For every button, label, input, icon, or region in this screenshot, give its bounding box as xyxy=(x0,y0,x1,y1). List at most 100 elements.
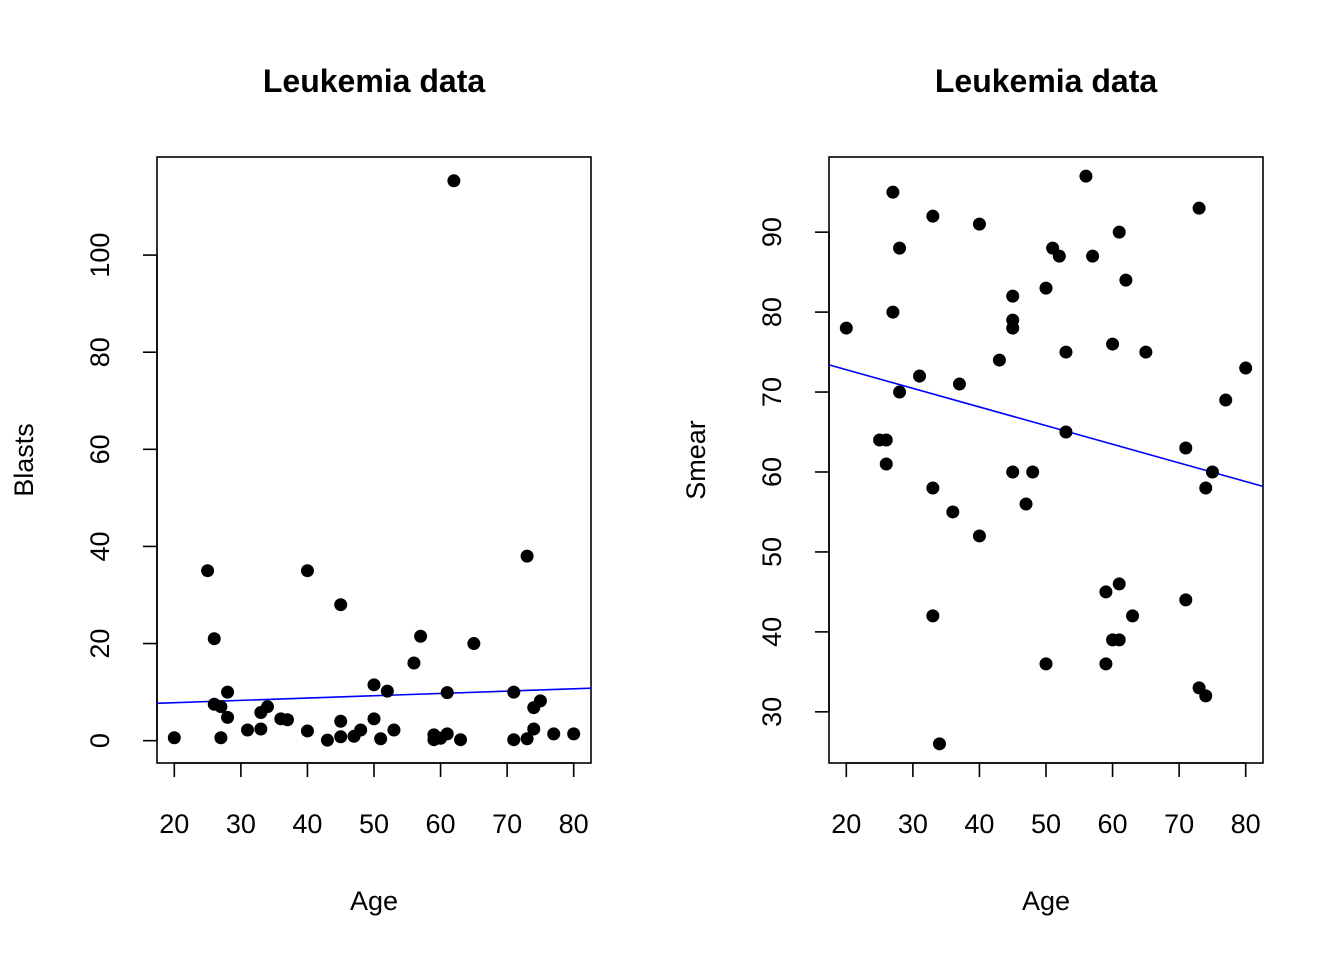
data-point xyxy=(1026,465,1040,479)
regression-line-layer xyxy=(828,364,1264,488)
data-point xyxy=(467,637,481,651)
x-tick-label: 50 xyxy=(1031,809,1061,839)
x-axis-label: Age xyxy=(350,886,398,916)
y-axis: 0 20 40 60 80 100 xyxy=(85,233,158,748)
data-point xyxy=(1006,321,1020,335)
data-point xyxy=(241,723,255,737)
data-point xyxy=(1139,345,1153,359)
data-point xyxy=(1079,169,1093,183)
y-axis-label: Blasts xyxy=(9,423,39,497)
data-point xyxy=(1112,633,1126,647)
data-point xyxy=(167,731,181,745)
data-point xyxy=(527,722,541,736)
data-point xyxy=(260,700,274,714)
data-point xyxy=(367,678,381,692)
data-point xyxy=(1059,345,1073,359)
data-point xyxy=(879,433,893,447)
data-point xyxy=(1192,201,1206,215)
data-point xyxy=(380,684,394,698)
data-point xyxy=(1019,497,1033,511)
data-point xyxy=(320,733,334,747)
y-tick-label: 60 xyxy=(85,434,115,464)
data-point xyxy=(1039,657,1053,671)
data-point xyxy=(1199,481,1213,495)
data-point xyxy=(1099,585,1113,599)
data-point xyxy=(507,733,521,747)
chart-title: Leukemia data xyxy=(263,63,486,99)
data-point xyxy=(407,656,421,670)
data-point xyxy=(300,564,314,578)
data-point xyxy=(414,629,428,643)
x-tick-label: 40 xyxy=(292,809,322,839)
data-point xyxy=(533,694,547,708)
data-point xyxy=(1126,609,1140,623)
x-tick-label: 60 xyxy=(1098,809,1128,839)
x-tick-label: 30 xyxy=(898,809,928,839)
data-point xyxy=(207,632,221,646)
data-point xyxy=(1052,249,1066,263)
data-point xyxy=(280,713,294,727)
data-point xyxy=(893,385,907,399)
y-tick-label: 40 xyxy=(757,617,787,647)
data-point xyxy=(520,549,534,563)
data-point xyxy=(1059,425,1073,439)
data-point xyxy=(1099,657,1113,671)
x-tick-label: 20 xyxy=(831,809,861,839)
x-tick-label: 80 xyxy=(559,809,589,839)
y-tick-label: 0 xyxy=(85,733,115,748)
points-layer xyxy=(167,174,581,747)
regression-line xyxy=(828,364,1264,488)
data-point xyxy=(334,714,348,728)
data-point xyxy=(926,609,940,623)
plot-frame xyxy=(156,156,592,764)
data-point xyxy=(547,727,561,741)
data-point xyxy=(334,598,348,612)
data-point xyxy=(507,685,521,699)
data-point xyxy=(839,321,853,335)
y-tick-label: 30 xyxy=(757,697,787,727)
x-axis: 20 30 40 50 60 70 80 xyxy=(831,762,1261,839)
data-point xyxy=(300,724,314,738)
x-tick-label: 40 xyxy=(964,809,994,839)
x-tick-label: 70 xyxy=(492,809,522,839)
data-point xyxy=(354,723,368,737)
y-tick-label: 80 xyxy=(757,297,787,327)
y-tick-label: 80 xyxy=(85,337,115,367)
data-point xyxy=(879,457,893,471)
x-tick-label: 20 xyxy=(159,809,189,839)
data-point xyxy=(926,481,940,495)
data-point xyxy=(886,305,900,319)
data-point xyxy=(440,686,454,700)
x-axis-label: Age xyxy=(1022,886,1070,916)
data-point xyxy=(214,700,228,714)
data-point xyxy=(1039,281,1053,295)
y-tick-label: 20 xyxy=(85,629,115,659)
data-point xyxy=(946,505,960,519)
y-axis-label: Smear xyxy=(681,420,711,500)
data-point xyxy=(214,731,228,745)
data-point xyxy=(374,732,388,746)
data-point xyxy=(1006,465,1020,479)
y-tick-label: 90 xyxy=(757,217,787,247)
data-point xyxy=(1179,441,1193,455)
data-point xyxy=(972,529,986,543)
data-point xyxy=(201,564,215,578)
data-point xyxy=(932,737,946,751)
data-point xyxy=(1106,337,1120,351)
data-point xyxy=(447,174,461,188)
data-point xyxy=(1112,577,1126,591)
data-point xyxy=(1219,393,1233,407)
data-point xyxy=(1112,225,1126,239)
data-point xyxy=(387,723,401,737)
data-point xyxy=(254,722,268,736)
x-tick-label: 70 xyxy=(1164,809,1194,839)
data-point xyxy=(334,730,348,744)
data-point xyxy=(1205,465,1219,479)
x-tick-label: 60 xyxy=(426,809,456,839)
data-point xyxy=(567,727,581,741)
right-panel-smear: Leukemia data Age Smear 20 30 40 50 60 70 80 3… xyxy=(681,63,1264,916)
data-point xyxy=(440,727,454,741)
data-point xyxy=(1239,361,1253,375)
data-point xyxy=(1179,593,1193,607)
